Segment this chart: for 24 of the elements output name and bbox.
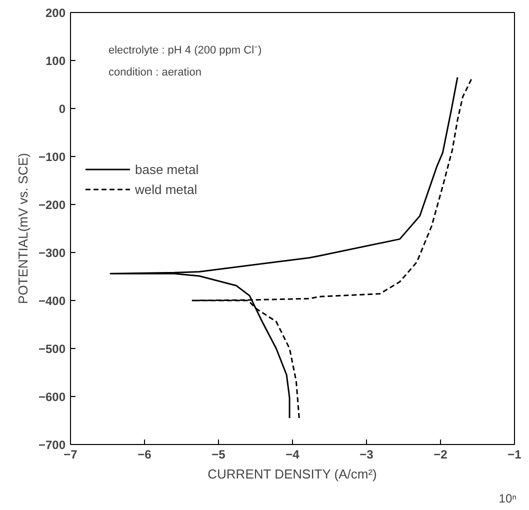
y-tick-label: −600 — [38, 390, 66, 404]
annotation: condition : aeration — [108, 66, 202, 78]
x-tick-label: −5 — [212, 448, 226, 462]
legend-label: weld metal — [135, 182, 198, 196]
y-tick-label: −300 — [38, 246, 66, 260]
x-tick-label: −4 — [286, 448, 300, 462]
annotation: electrolyte : pH 4 (200 ppm Cl⁻) — [108, 44, 262, 56]
x-tick-label: −7 — [64, 448, 78, 462]
text: 10ⁿ — [498, 492, 517, 506]
x-tick-label: −1 — [508, 448, 522, 462]
y-tick-label: −500 — [38, 342, 66, 356]
y-tick-label: 200 — [45, 6, 66, 20]
x-tick-label: −2 — [434, 448, 448, 462]
legend-label: base metal — [135, 162, 199, 176]
y-tick-label: −200 — [38, 198, 66, 212]
y-tick-label: −700 — [38, 438, 66, 452]
y-tick-label: −400 — [38, 294, 66, 308]
x-axis-title: CURRENT DENSITY (A/cm²) — [208, 466, 377, 482]
x-tick-label: −6 — [138, 448, 152, 462]
y-tick-label: −100 — [38, 150, 66, 164]
y-tick-label: 0 — [58, 102, 66, 116]
x-tick-label: −3 — [360, 448, 374, 462]
y-axis-title: POTENTIAL(mV vs. SCE) — [15, 153, 30, 304]
y-tick-label: 100 — [45, 54, 66, 68]
